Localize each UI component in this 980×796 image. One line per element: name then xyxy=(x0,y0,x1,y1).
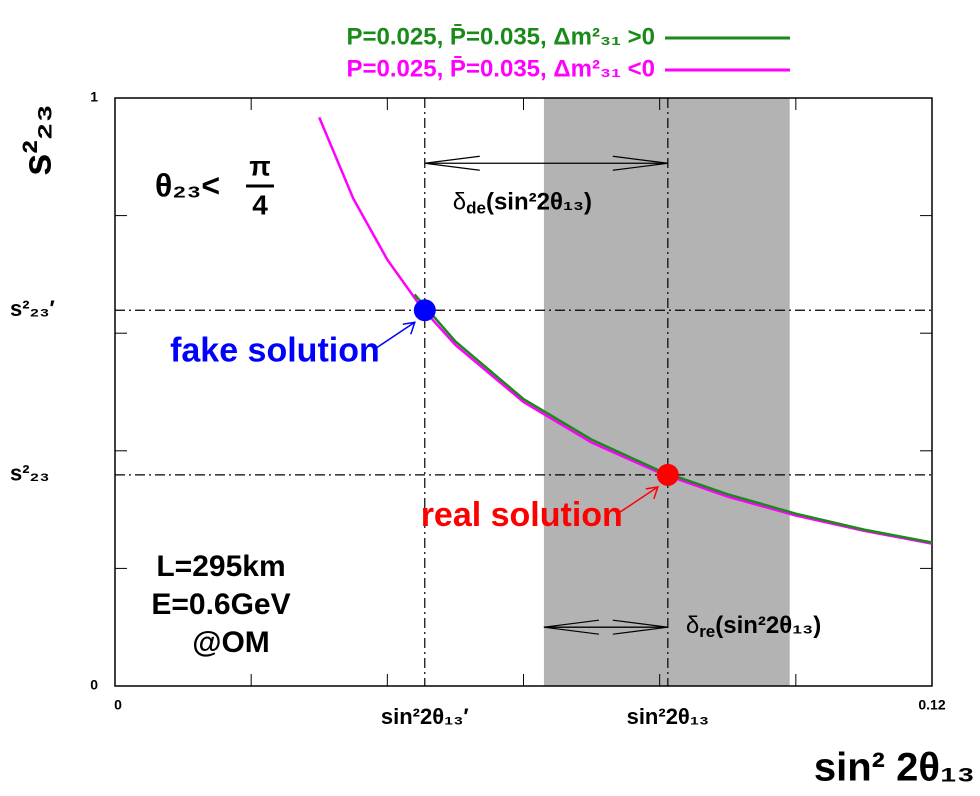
arrow-head xyxy=(424,155,668,171)
pointer-head xyxy=(402,321,416,335)
legend-label: P=0.025, P̄=0.035, Δm²₃₁ <0 xyxy=(347,55,655,82)
note: @OM xyxy=(192,626,270,659)
delta-sub: re xyxy=(699,623,715,642)
shaded-band xyxy=(543,98,790,686)
solution-point xyxy=(656,463,679,486)
range-label: δde(sin²2θ₁₃) xyxy=(453,189,592,218)
solution-point xyxy=(413,299,436,322)
delta: δ xyxy=(686,613,699,640)
theta-num: π xyxy=(249,150,270,181)
y-tick-label: 1 xyxy=(90,89,98,105)
delta: δ xyxy=(453,189,466,216)
point-label: real solution xyxy=(421,496,623,534)
range-label: δre(sin²2θ₁₃) xyxy=(686,613,821,642)
x-axis-title: sin² 2θ₁₃ xyxy=(814,746,975,790)
ref-label: s²₂₃ xyxy=(10,461,50,486)
pointer-head xyxy=(645,485,659,500)
note: L=295km xyxy=(156,550,285,583)
ref-label: sin²2θ₁₃′ xyxy=(381,704,469,729)
note: E=0.6GeV xyxy=(151,588,290,621)
ref-label: s²₂₃′ xyxy=(10,296,55,321)
theta-den: 4 xyxy=(252,189,268,220)
theta-label: θ₂₃< xyxy=(155,167,220,203)
ref-label: sin²2θ₁₃ xyxy=(627,704,710,729)
delta-sub: de xyxy=(466,199,486,218)
curve xyxy=(318,116,933,545)
delta-rest: (sin²2θ₁₃) xyxy=(715,613,821,640)
legend-label: P=0.025, P̄=0.035, Δm²₃₁ >0 xyxy=(347,23,655,50)
pointer xyxy=(375,321,416,349)
y-axis-title: s²₂₃ xyxy=(16,104,60,176)
pointer xyxy=(618,486,659,514)
x-tick-label: 0.12 xyxy=(918,697,945,713)
delta-rest: (sin²2θ₁₃) xyxy=(486,189,592,216)
x-tick-label: 0 xyxy=(114,697,122,713)
point-label: fake solution xyxy=(170,331,380,369)
y-tick-label: 0 xyxy=(90,677,98,693)
arrow-head xyxy=(543,619,668,635)
